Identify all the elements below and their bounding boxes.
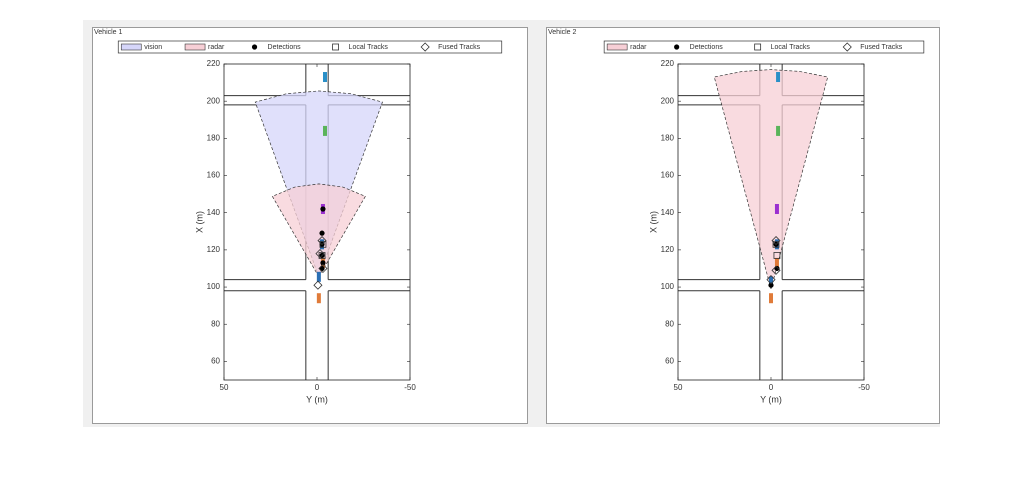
legend-label: Detections <box>690 44 724 51</box>
plot-content <box>224 64 410 380</box>
panel-title: Vehicle 2 <box>548 29 577 36</box>
legend-label: Detections <box>268 44 302 51</box>
vehicle <box>316 271 321 282</box>
point <box>320 206 326 212</box>
y-tick-label: 180 <box>661 133 675 142</box>
y-tick-label: 160 <box>207 171 221 180</box>
y-tick-label: 80 <box>665 319 674 328</box>
y-tick-label: 60 <box>211 357 220 366</box>
legend-symbol <box>251 44 258 50</box>
y-tick-label: 200 <box>661 96 675 105</box>
point <box>317 236 327 246</box>
y-tick-label: 140 <box>207 208 221 217</box>
legend-swatch <box>184 43 206 51</box>
vehicle <box>769 293 773 304</box>
y-tick-label: 120 <box>207 245 221 254</box>
vehicle <box>774 203 779 214</box>
point <box>313 280 323 290</box>
legend-label: radar <box>208 44 225 51</box>
y-axis-label: X (m) <box>648 211 658 233</box>
coverage-area <box>271 183 366 278</box>
point <box>773 252 781 259</box>
y-tick-label: 120 <box>661 245 675 254</box>
point <box>318 263 328 274</box>
legend-swatch <box>120 43 142 51</box>
legend-box <box>603 40 925 54</box>
coverage-area <box>713 69 829 291</box>
y-axis-label: X (m) <box>194 211 204 233</box>
legend-label: Local Tracks <box>349 44 389 51</box>
x-tick-label: -50 <box>404 383 416 392</box>
point <box>771 265 781 275</box>
legend-symbol <box>842 42 852 52</box>
point <box>315 249 325 259</box>
y-tick-label: 220 <box>207 59 221 68</box>
point <box>772 240 780 248</box>
x-tick-label: 0 <box>315 383 320 392</box>
vehicle <box>322 125 327 136</box>
vehicle <box>774 257 779 268</box>
plot-content <box>678 64 864 380</box>
legend-label: Local Tracks <box>771 44 811 51</box>
legend-label: radar <box>630 44 647 51</box>
point <box>318 252 326 259</box>
vehicle <box>769 276 773 287</box>
y-tick-label: 180 <box>207 133 221 142</box>
point <box>766 275 776 285</box>
point <box>319 265 325 272</box>
panel-title: Vehicle 1 <box>94 29 123 36</box>
vehicle <box>776 72 781 83</box>
legend-symbol <box>332 43 339 51</box>
vehicle <box>776 125 781 136</box>
vehicle <box>316 293 321 304</box>
legend-symbol <box>674 44 680 50</box>
point <box>768 282 774 288</box>
y-tick-label: 220 <box>661 59 675 68</box>
x-tick-label: 50 <box>674 383 683 392</box>
x-tick-label: 0 <box>769 383 774 392</box>
point <box>319 230 325 236</box>
legend-label: Fused Tracks <box>438 44 481 51</box>
legend-box <box>117 40 503 54</box>
y-tick-label: 140 <box>661 208 675 217</box>
legend-label: vision <box>144 44 162 51</box>
point <box>771 236 781 246</box>
point <box>320 260 326 266</box>
y-tick-label: 200 <box>207 96 221 105</box>
x-axis-label: Y (m) <box>760 394 782 404</box>
y-tick-label: 100 <box>207 282 221 291</box>
legend-swatch <box>606 43 628 51</box>
legend-symbol <box>754 43 762 51</box>
y-tick-label: 100 <box>661 282 675 291</box>
point <box>319 240 327 248</box>
x-axis-label: Y (m) <box>306 394 328 404</box>
y-tick-label: 80 <box>211 319 220 328</box>
vehicle <box>322 72 327 83</box>
legend-symbol <box>420 42 430 52</box>
legend-label: Fused Tracks <box>860 44 903 51</box>
x-tick-label: -50 <box>858 383 870 392</box>
y-tick-label: 160 <box>661 171 675 180</box>
y-tick-label: 60 <box>665 357 674 366</box>
x-tick-label: 50 <box>220 383 229 392</box>
point <box>774 265 780 272</box>
